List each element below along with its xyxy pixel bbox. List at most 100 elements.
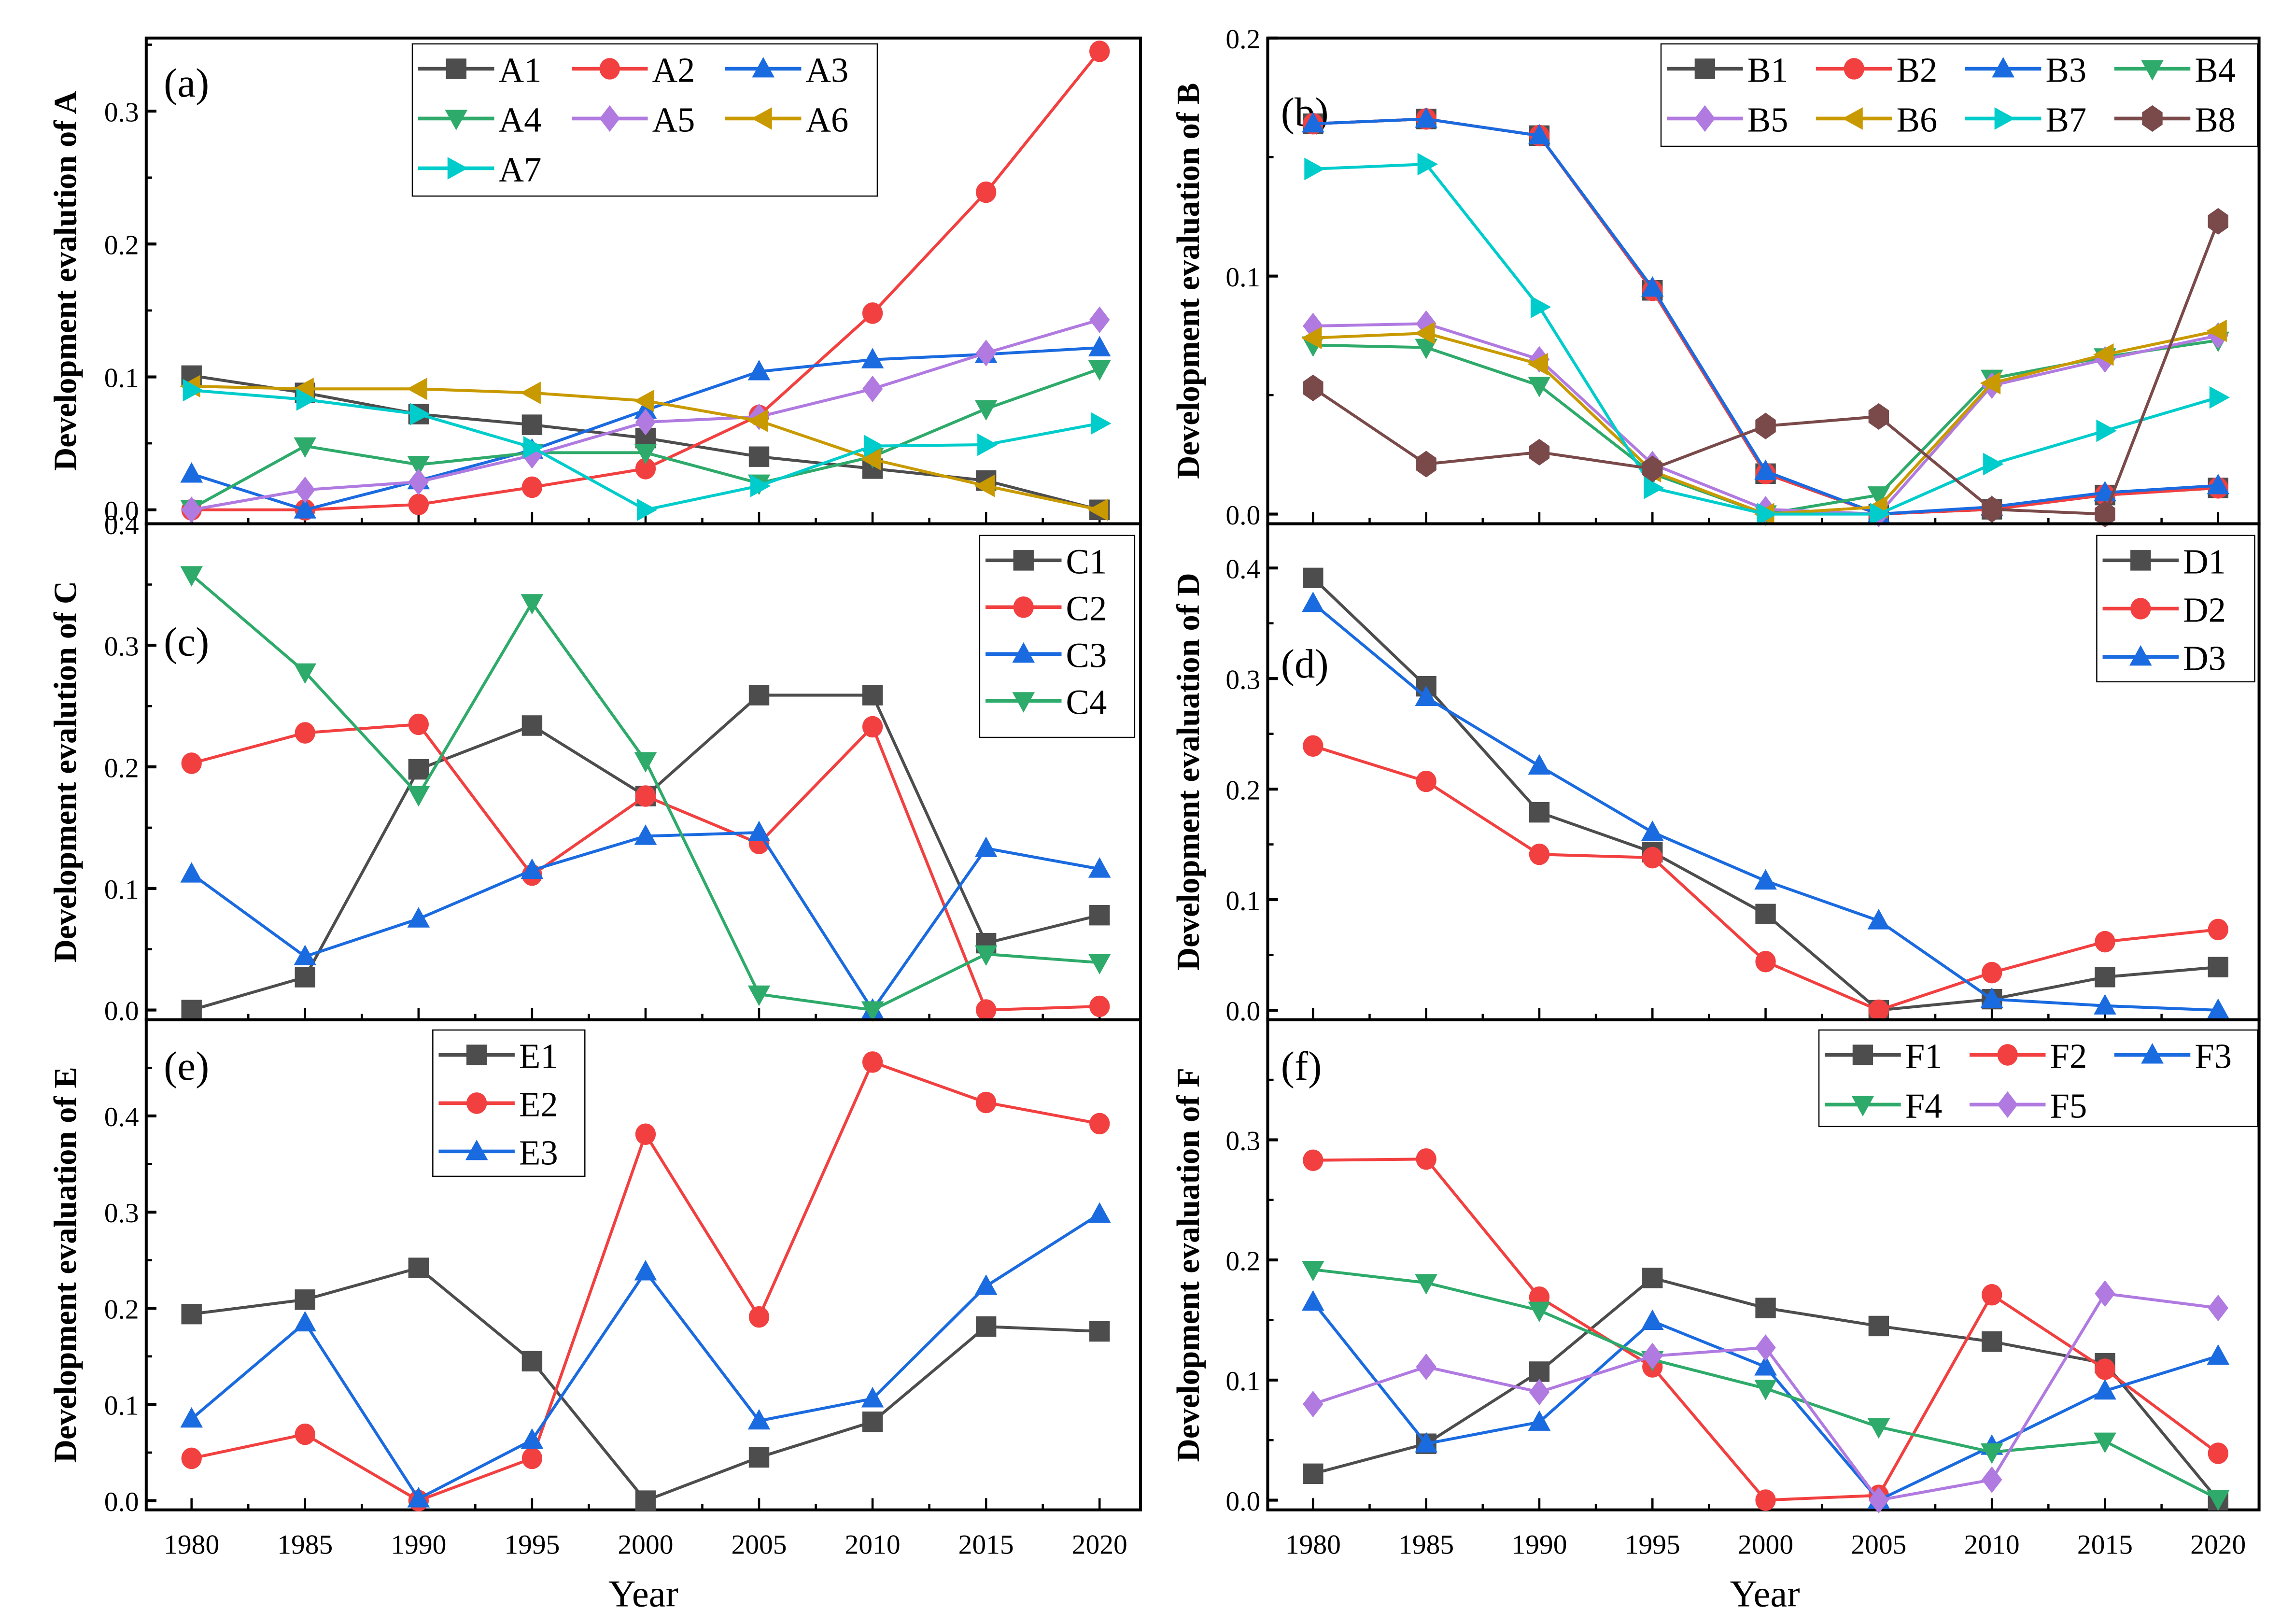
legend-item-E3: E3 (438, 1133, 558, 1172)
legend-label-F5: F5 (2050, 1087, 2087, 1126)
point-A3-2005 (747, 360, 771, 381)
point-C1-1980 (181, 1000, 202, 1020)
panel-e-xtick-label: 2020 (1072, 1530, 1127, 1560)
point-F5-2020 (2208, 1295, 2228, 1322)
point-A6-2005 (747, 410, 768, 432)
point-F5-2005 (1868, 1486, 1889, 1514)
point-D1-2015 (2095, 967, 2115, 988)
legend-item-A6: A6 (725, 100, 848, 140)
point-E1-2020 (1089, 1321, 1110, 1342)
point-C1-1995 (521, 715, 543, 736)
legend-item-A7: A7 (418, 150, 541, 189)
legend-marker-B2 (1844, 58, 1864, 80)
series-E1 (181, 1257, 1110, 1511)
legend-label-C3: C3 (1066, 636, 1107, 675)
panel-d-ytick-label: 0.1 (1225, 886, 1260, 916)
series-B2-line (1313, 117, 2218, 516)
point-B3-2000 (1754, 459, 1777, 480)
panel-b-ylabel: Development evaluation of B (1171, 83, 1206, 479)
panel-f-legend: F1 F2 F3 F4 F5 (1818, 1029, 2258, 1128)
legend-item-D2: D2 (2102, 591, 2226, 630)
panel-b-ytick-label: 0.1 (1225, 262, 1260, 293)
point-B8-2005 (1868, 403, 1889, 430)
legend-marker-B7 (1994, 107, 2015, 130)
point-E1-1995 (521, 1351, 543, 1371)
legend-label-A4: A4 (499, 100, 542, 140)
legend-label-A1: A1 (499, 51, 542, 90)
point-F1-1980 (1303, 1463, 1324, 1484)
point-C3-2020 (1088, 857, 1111, 878)
x-axis-title-left: Year (608, 1573, 678, 1615)
point-D3-1985 (1415, 685, 1437, 706)
point-B3-1985 (1415, 107, 1437, 128)
legend-label-B3: B3 (2045, 51, 2086, 90)
panel-b-ytick-label: 0.0 (1225, 500, 1260, 531)
series-F2 (1303, 1148, 2228, 1511)
point-A7-2010 (864, 435, 885, 457)
point-F3-2015 (2094, 1379, 2116, 1400)
panel-f: 0.0 0.1 0.2 0.3 1980 1985 1990 1995 2000 2005 2010… (1171, 1018, 2261, 1560)
point-C4-2000 (634, 752, 657, 773)
point-C4-1995 (521, 594, 544, 615)
point-F1-2000 (1755, 1298, 1776, 1318)
point-E3-2015 (974, 1274, 998, 1295)
panel-f-xtick-label: 2005 (1851, 1530, 1906, 1560)
panel-f-xtick-label: 1990 (1511, 1530, 1567, 1560)
legend-item-B8: B8 (2114, 100, 2236, 140)
point-A2-1990 (408, 494, 429, 515)
point-C3-1990 (407, 907, 430, 928)
legend-label-A6: A6 (806, 100, 849, 140)
legend-marker-E1 (466, 1045, 487, 1065)
panel-e-legend: E1 E2 E3 (432, 1029, 586, 1177)
point-E3-1980 (180, 1407, 203, 1428)
point-C1-2020 (1089, 904, 1110, 926)
series-C3-line (190, 831, 1100, 1013)
legend-marker-C2 (1013, 596, 1034, 618)
series-C1-line (191, 693, 1100, 1012)
point-D2-1985 (1416, 770, 1436, 792)
legend-label-B5: B5 (1747, 100, 1788, 140)
point-A6-2015 (974, 474, 995, 497)
point-E3-2005 (747, 1409, 771, 1430)
panel-e-ylabel: Development evaluation of E (48, 1067, 83, 1463)
point-A7-1990 (409, 403, 431, 425)
legend-item-B5: B5 (1667, 100, 1788, 140)
legend-label-B4: B4 (2195, 51, 2236, 90)
point-C3-2015 (974, 836, 998, 857)
series-B8 (1303, 208, 2228, 528)
point-A4-2020 (1088, 360, 1111, 381)
point-F4-2000 (1754, 1380, 1777, 1400)
point-B8-1980 (1303, 374, 1324, 401)
panel-c-ytick-label: 0.0 (104, 996, 139, 1027)
panel-a-ytick-label: 0.1 (104, 363, 139, 394)
point-F1-2005 (1868, 1315, 1889, 1337)
series-F4 (1302, 1261, 2230, 1511)
series-A5 (181, 306, 1110, 523)
legend-marker-F5 (1997, 1091, 2018, 1118)
point-E1-1990 (408, 1257, 429, 1278)
point-B7-1980 (1304, 157, 1325, 181)
legend-item-B2: B2 (1816, 51, 1937, 90)
point-A3-1985 (294, 498, 317, 519)
legend-label-D3: D3 (2183, 639, 2226, 678)
panel-b-ytick-label: 0.2 (1225, 24, 1260, 55)
legend-label-A3: A3 (806, 51, 849, 90)
legend-label-A5: A5 (652, 100, 695, 140)
point-A5-2015 (975, 339, 997, 367)
point-D2-2015 (2095, 931, 2115, 953)
panel-a-ylabel: Development evalution of A (48, 91, 83, 471)
panel-c-ytick-label: 0.1 (104, 875, 139, 905)
panel-e-xtick-label: 2010 (845, 1530, 901, 1560)
legend-marker-A2 (599, 58, 620, 80)
legend-marker-C3 (1012, 642, 1035, 663)
point-C4-1980 (180, 566, 203, 587)
point-D1-1980 (1303, 567, 1324, 589)
point-C2-2010 (862, 716, 883, 738)
point-F4-1985 (1415, 1274, 1437, 1295)
legend-marker-F1 (1852, 1045, 1873, 1065)
legend-marker-D2 (2130, 598, 2151, 620)
legend-label-C2: C2 (1066, 589, 1107, 628)
point-A4-2000 (634, 444, 657, 465)
point-B7-2020 (2209, 386, 2230, 409)
